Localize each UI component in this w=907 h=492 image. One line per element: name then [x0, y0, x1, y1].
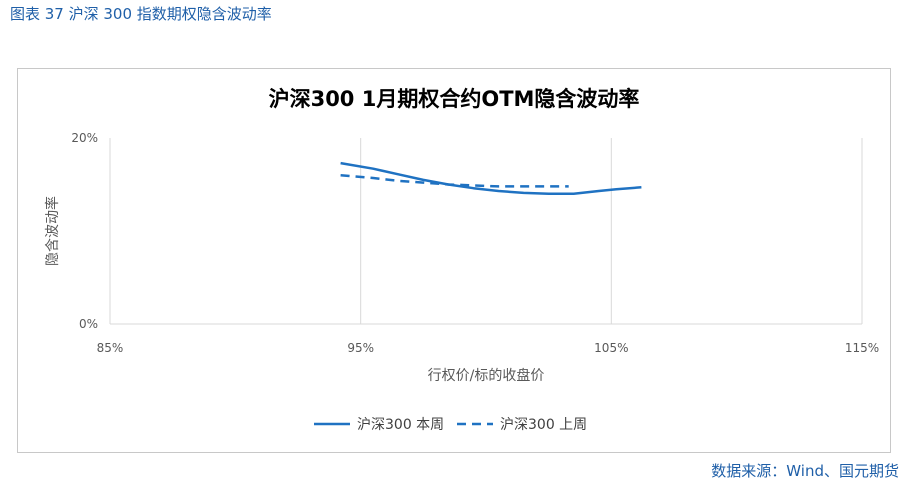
grid-layer — [109, 138, 863, 325]
y-tick-label: 0% — [79, 317, 98, 331]
y-axis-label: 隐含波动率 — [44, 196, 61, 266]
x-tick-label: 95% — [347, 341, 374, 355]
chart-frame: 沪深300 1月期权合约OTM隐含波动率 — [17, 68, 891, 453]
legend-label-2: 沪深300 上周 — [500, 417, 587, 433]
x-tick-label: 115% — [845, 341, 879, 355]
series-line-2 — [340, 173, 569, 188]
legend-label-1: 沪深300 本周 — [357, 417, 444, 433]
figure-caption: 图表 37 沪深 300 指数期权隐含波动率 — [10, 5, 272, 23]
y-tick-label: 20% — [71, 131, 98, 145]
x-axis-label: 行权价/标的收盘价 — [428, 367, 545, 384]
x-tick-label: 85% — [97, 341, 124, 355]
series-layer — [340, 161, 642, 196]
source-note: 数据来源：Wind、国元期货 — [711, 462, 899, 480]
x-tick-label: 105% — [594, 341, 628, 355]
tick-layer: 85% 95% 105% 115% 0% 20% — [71, 131, 879, 355]
series-line-1 — [340, 161, 642, 196]
chart-title: 沪深300 1月期权合约OTM隐含波动率 — [268, 87, 640, 111]
legend: 沪深300 本周 沪深300 上周 — [314, 417, 587, 433]
